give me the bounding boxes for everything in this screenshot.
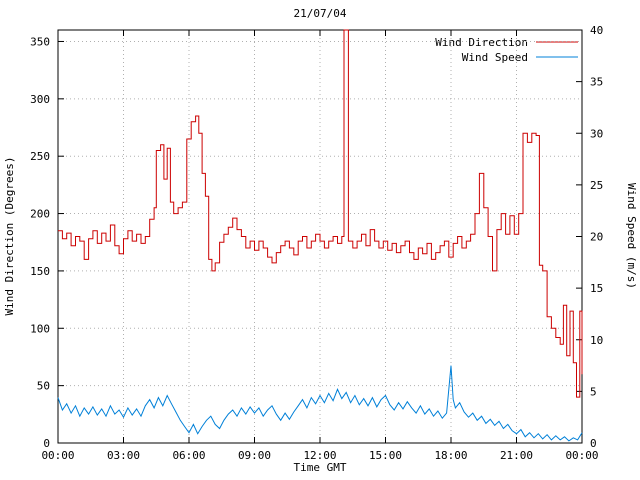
x-tick-label: 15:00 xyxy=(369,449,402,462)
x-tick-label: 21:00 xyxy=(500,449,533,462)
x-axis-label: Time GMT xyxy=(294,461,347,474)
series-line-wind-speed xyxy=(57,365,583,442)
y-right-tick-label: 30 xyxy=(590,127,603,140)
x-tick-label: 18:00 xyxy=(434,449,467,462)
y-right-tick-label: 15 xyxy=(590,282,603,295)
left-axis-label: Wind Direction (Degrees) xyxy=(3,157,16,316)
plot-area: 00:00 03:00 06:00 09:00 12:00 15:00 18:00 21:00… xyxy=(30,24,603,462)
y-right-tick-label: 5 xyxy=(590,385,597,398)
y-left-tick-label: 0 xyxy=(43,437,50,450)
right-axis-label: Wind Speed (m/s) xyxy=(625,183,638,289)
x-tick-label: 00:00 xyxy=(565,449,598,462)
legend-label-wind-direction: Wind Direction xyxy=(435,36,528,49)
y-left-tick-label: 350 xyxy=(30,35,50,48)
x-tick-label: 09:00 xyxy=(238,449,271,462)
y-right-tick-label: 25 xyxy=(590,179,603,192)
y-left-tick-label: 200 xyxy=(30,208,50,221)
y-left-tick-label: 300 xyxy=(30,93,50,106)
x-tick-label: 12:00 xyxy=(303,449,336,462)
y-left-tick-label: 50 xyxy=(37,380,50,393)
x-tick-label: 03:00 xyxy=(107,449,140,462)
legend-label-wind-speed: Wind Speed xyxy=(462,51,528,64)
plot-border xyxy=(57,29,583,444)
series-line-wind-direction xyxy=(58,29,583,398)
y-right-tick-label: 35 xyxy=(590,76,603,89)
y-left-tick-label: 100 xyxy=(30,322,50,335)
x-tick-label: 00:00 xyxy=(41,449,74,462)
y-right-tick-label: 20 xyxy=(590,231,603,244)
y-left-tick-label: 250 xyxy=(30,150,50,163)
y-left-tick-label: 150 xyxy=(30,265,50,278)
y-right-tick-label: 40 xyxy=(590,24,603,37)
y-right-tick-label: 10 xyxy=(590,334,603,347)
x-tick-label: 06:00 xyxy=(172,449,205,462)
chart-title: 21/07/04 xyxy=(294,7,347,20)
y-right-tick-label: 0 xyxy=(590,437,597,450)
legend: Wind Direction Wind Speed xyxy=(435,36,578,64)
